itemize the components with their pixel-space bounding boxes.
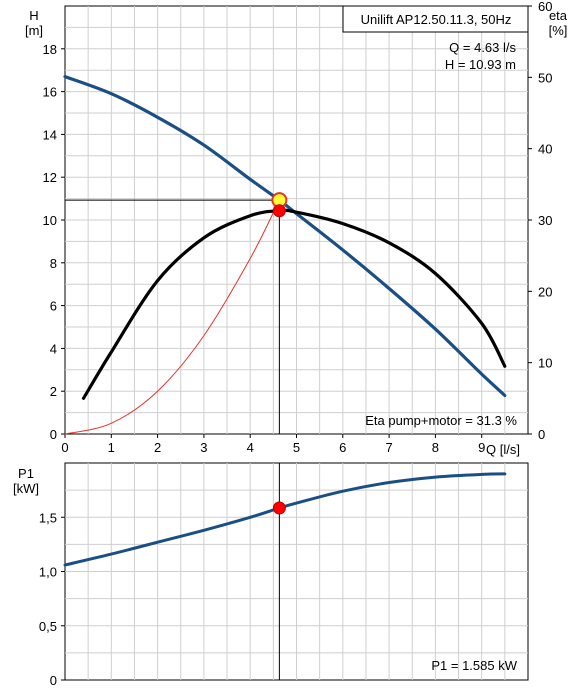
- y-tick-label: 16: [43, 85, 57, 100]
- x-tick-label: 1: [108, 440, 115, 455]
- lower-ticks: 0 0,5 1,0 1,5: [39, 510, 65, 688]
- y-tick-label: 14: [43, 127, 57, 142]
- p1-axis-unit: [kW]: [13, 481, 39, 496]
- y-tick-label: 10: [43, 213, 57, 228]
- p1-axis-label: P1: [18, 466, 34, 481]
- operating-markers: [271, 192, 288, 515]
- eta-readout: Eta pump+motor = 31.3 %: [365, 413, 517, 428]
- lower-grid: [65, 463, 528, 680]
- x-tick-label: 3: [200, 440, 207, 455]
- upper-grid: [65, 6, 528, 434]
- x-tick-label: 7: [385, 440, 392, 455]
- p1-tick-label: 0,5: [39, 619, 57, 634]
- system-curve: [64, 199, 280, 435]
- y-tick-label: 0: [50, 427, 57, 442]
- power-curve: [63, 472, 507, 567]
- y2-tick-label: 40: [538, 142, 552, 157]
- y-tick-label: 18: [43, 42, 57, 57]
- y2-tick-label: 30: [538, 213, 552, 228]
- y2-tick-label: 50: [538, 70, 552, 85]
- x-tick-label: 5: [293, 440, 300, 455]
- y2-tick-label: 20: [538, 284, 552, 299]
- p1-tick-label: 1,0: [39, 565, 57, 580]
- x-tick-label: 8: [432, 440, 439, 455]
- y2-axis-label: eta: [549, 8, 568, 23]
- y-tick-label: 8: [50, 256, 57, 271]
- eta-curve: [81, 208, 507, 400]
- y-axis-label: H: [29, 8, 38, 23]
- operating-point-power: [272, 501, 286, 515]
- upper-series: [63, 75, 507, 435]
- y-tick-label: 12: [43, 170, 57, 185]
- y-axis-unit: [m]: [25, 23, 43, 38]
- y-tick-label: 6: [50, 299, 57, 314]
- q-readout: Q = 4.63 l/s: [449, 40, 516, 55]
- p1-readout: P1 = 1.585 kW: [431, 658, 517, 673]
- y-tick-label: 2: [50, 384, 57, 399]
- y2-tick-label: 60: [538, 0, 552, 14]
- y2-axis-unit: [%]: [549, 23, 568, 38]
- title-box: [342, 5, 529, 33]
- x-tick-label: 9: [478, 440, 485, 455]
- y-tick-label: 4: [50, 341, 57, 356]
- lower-series: [63, 463, 507, 680]
- head-curve: [63, 75, 507, 398]
- chart-title: Unilift AP12.50.11.3, 50Hz: [361, 12, 512, 27]
- y2-tick-label: 0: [538, 427, 545, 442]
- h-readout: H = 10.93 m: [445, 57, 516, 72]
- x-tick-label: 4: [247, 440, 254, 455]
- p1-tick-label: 1,5: [39, 510, 57, 525]
- p1-tick-label: 0: [50, 673, 57, 688]
- x-tick-label: 2: [154, 440, 161, 455]
- x-tick-label: 0: [61, 440, 68, 455]
- y2-tick-label: 10: [538, 356, 552, 371]
- x-axis-label: Q [l/s]: [486, 442, 520, 457]
- x-tick-label: 6: [339, 440, 346, 455]
- operating-point-eta: [272, 204, 286, 218]
